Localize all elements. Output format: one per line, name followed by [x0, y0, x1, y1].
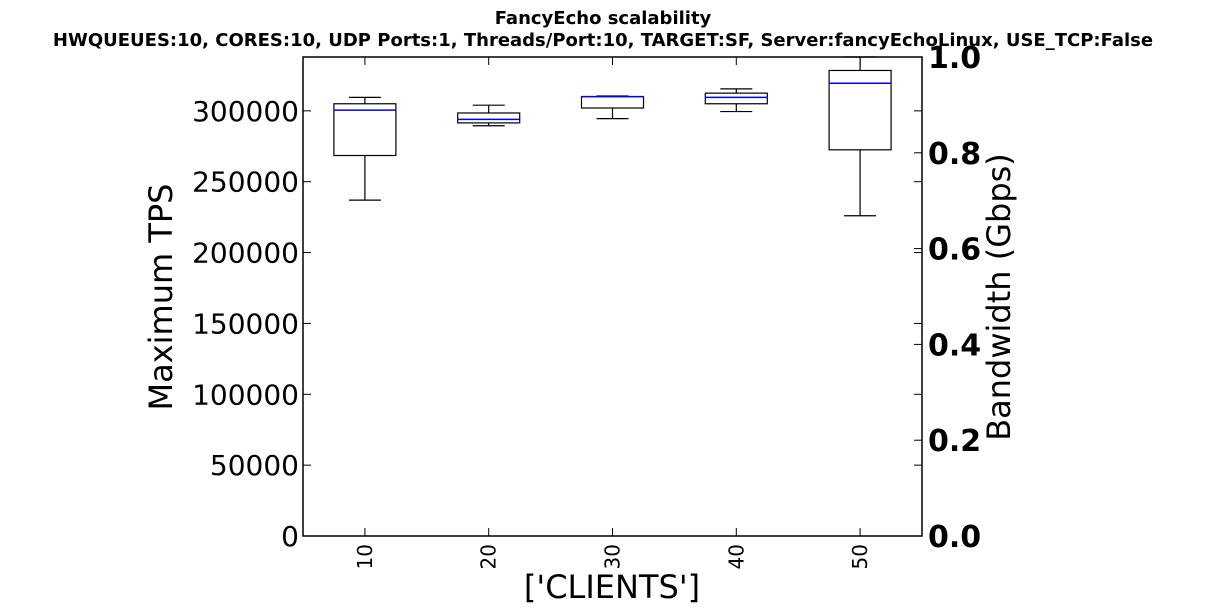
y-tick-label: 0 — [281, 520, 299, 553]
y2-tick-label: 0.4 — [928, 328, 981, 363]
box-50 — [828, 56, 892, 217]
box-body — [333, 103, 397, 157]
box-body — [704, 92, 768, 105]
y-tick-label: 200000 — [192, 237, 299, 270]
y-tick-label: 50000 — [210, 449, 299, 482]
x-tick-label: 10 — [353, 544, 377, 569]
y2-tick-label: 1.0 — [928, 41, 981, 76]
x-tick-label: 50 — [848, 544, 872, 569]
box-30 — [580, 95, 645, 120]
y2-tick-label: 0.2 — [928, 424, 981, 459]
x-tick-label: 30 — [601, 544, 625, 569]
y2-tick-label: 0.0 — [928, 520, 981, 555]
x-tick-label: 40 — [724, 544, 748, 569]
plot-area — [302, 56, 923, 537]
box-40 — [704, 88, 768, 113]
y-tick-label: 150000 — [192, 307, 299, 340]
box-body — [457, 112, 521, 124]
left-y-axis: 0 50000 100000 150000 200000 250000 300000 — [192, 95, 922, 553]
box-series — [333, 56, 892, 217]
x-axis: 10 20 30 40 50 — [353, 57, 872, 569]
chart-subtitle: HWQUEUES:10, CORES:10, UDP Ports:1, Thre… — [53, 30, 1153, 51]
y2-axis-label: Bandwidth (Gbps) — [980, 153, 1018, 441]
box-body — [828, 69, 892, 151]
y-axis-label: Maximum TPS — [142, 184, 180, 411]
right-y-axis: 0.0 0.2 0.4 0.6 0.8 1.0 — [914, 41, 981, 555]
x-axis-label: ['CLIENTS'] — [524, 568, 700, 606]
y-tick-label: 300000 — [192, 95, 299, 128]
y-tick-label: 250000 — [192, 166, 299, 199]
y2-tick-label: 0.6 — [928, 233, 981, 268]
chart-title: FancyEcho scalability — [495, 8, 712, 29]
y-tick-label: 100000 — [192, 378, 299, 411]
box-10 — [333, 96, 397, 201]
box-20 — [457, 104, 521, 127]
x-tick-label: 20 — [477, 544, 501, 569]
y2-tick-label: 0.8 — [928, 137, 981, 172]
